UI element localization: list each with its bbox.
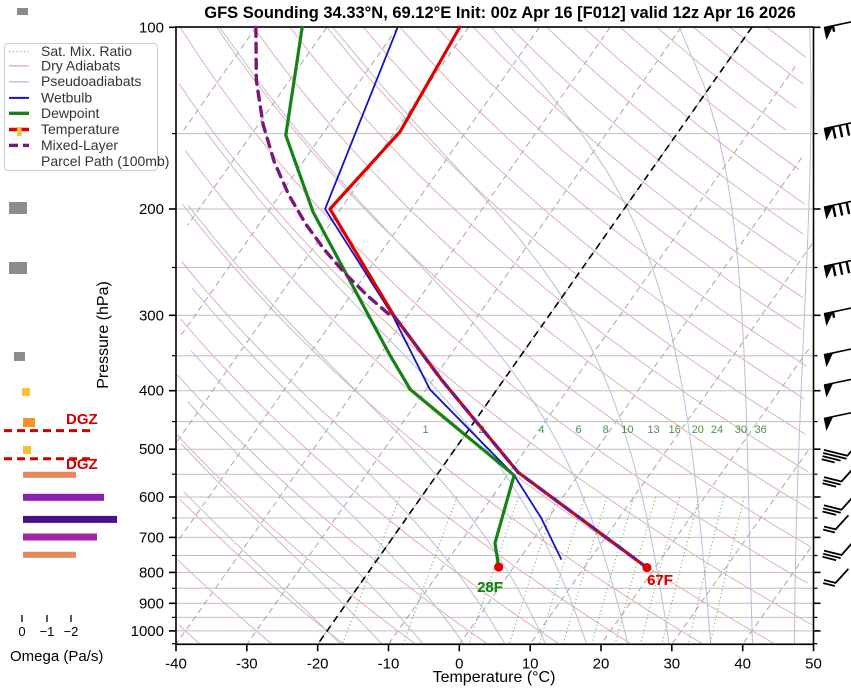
svg-text:40: 40 xyxy=(734,655,751,672)
svg-text:13: 13 xyxy=(647,424,659,436)
svg-text:GFS Sounding 34.33°N, 69.12°E: GFS Sounding 34.33°N, 69.12°E Init: 00z … xyxy=(204,4,796,22)
svg-text:30: 30 xyxy=(663,655,680,672)
svg-text:67F: 67F xyxy=(647,572,673,589)
svg-text:-20: -20 xyxy=(307,655,329,672)
svg-text:-30: -30 xyxy=(236,655,258,672)
svg-text:20: 20 xyxy=(593,655,610,672)
svg-text:16: 16 xyxy=(668,424,680,436)
svg-text:1000: 1000 xyxy=(131,623,164,640)
svg-text:800: 800 xyxy=(139,564,164,581)
svg-text:8: 8 xyxy=(603,424,609,436)
svg-text:4: 4 xyxy=(538,424,544,436)
svg-text:500: 500 xyxy=(139,441,164,458)
svg-text:30: 30 xyxy=(735,424,747,436)
svg-text:200: 200 xyxy=(139,201,164,218)
svg-text:10: 10 xyxy=(522,655,539,672)
svg-text:1: 1 xyxy=(422,424,428,436)
svg-text:20: 20 xyxy=(692,424,704,436)
svg-text:900: 900 xyxy=(139,595,164,612)
svg-text:700: 700 xyxy=(139,529,164,546)
svg-text:-40: -40 xyxy=(165,655,187,672)
svg-text:0: 0 xyxy=(455,655,463,672)
svg-text:6: 6 xyxy=(575,424,581,436)
svg-text:-10: -10 xyxy=(378,655,400,672)
svg-text:36: 36 xyxy=(755,424,767,436)
svg-text:28F: 28F xyxy=(477,579,503,596)
svg-text:600: 600 xyxy=(139,489,164,506)
svg-text:300: 300 xyxy=(139,307,164,324)
svg-text:50: 50 xyxy=(805,655,822,672)
svg-text:400: 400 xyxy=(139,383,164,400)
svg-text:10: 10 xyxy=(621,424,633,436)
svg-text:100: 100 xyxy=(139,19,164,36)
svg-text:24: 24 xyxy=(711,424,723,436)
